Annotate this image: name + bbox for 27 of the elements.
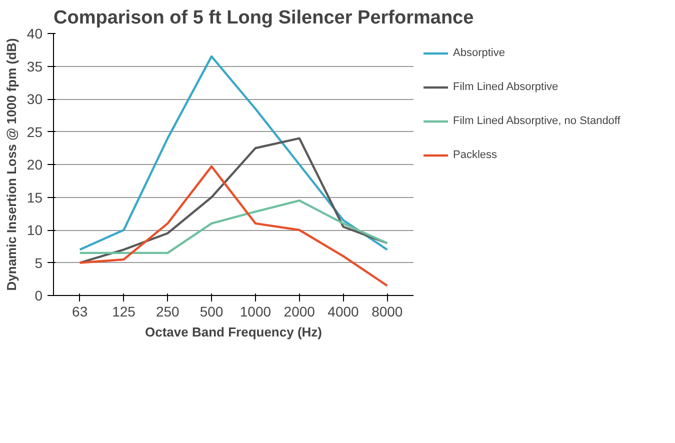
x-tick-label: 2000 xyxy=(284,304,316,320)
line-series xyxy=(78,165,388,287)
x-tick-label: 125 xyxy=(112,304,136,320)
y-tick-label: 40 xyxy=(26,26,43,42)
line-series xyxy=(78,199,388,254)
legend-label: Film Lined Absorptive, no Standoff xyxy=(453,115,620,127)
x-tick-label: 250 xyxy=(156,304,180,320)
y-tick-label: 35 xyxy=(26,58,43,74)
y-tick-label: 5 xyxy=(34,254,43,271)
y-tick-label: 25 xyxy=(26,124,43,140)
x-tick-label: 4000 xyxy=(328,304,360,320)
chart-title: Comparison of 5 ft Long Silencer Performance xyxy=(54,8,474,28)
y-axis-title: Dynamic Insertion Loss @ 1000 fpm (dB) xyxy=(4,38,19,291)
y-tick-label: 20 xyxy=(26,156,43,172)
x-tick-label: 63 xyxy=(72,304,88,320)
x-tick-label: 500 xyxy=(200,304,224,320)
line-series xyxy=(78,55,388,251)
legend-label: Film Lined Absorptive xyxy=(453,81,558,93)
y-tick-label: 10 xyxy=(26,222,43,238)
legend-label: Absorptive xyxy=(453,47,505,59)
x-tick-label: 8000 xyxy=(372,304,403,320)
y-tick-label: 30 xyxy=(26,91,43,107)
y-tick-label: 0 xyxy=(34,288,43,304)
x-tick-label: 1000 xyxy=(240,304,272,320)
y-tick-label: 15 xyxy=(26,189,43,206)
legend-label: Packless xyxy=(453,149,498,161)
x-axis-title: Octave Band Frequency (Hz) xyxy=(145,324,322,340)
